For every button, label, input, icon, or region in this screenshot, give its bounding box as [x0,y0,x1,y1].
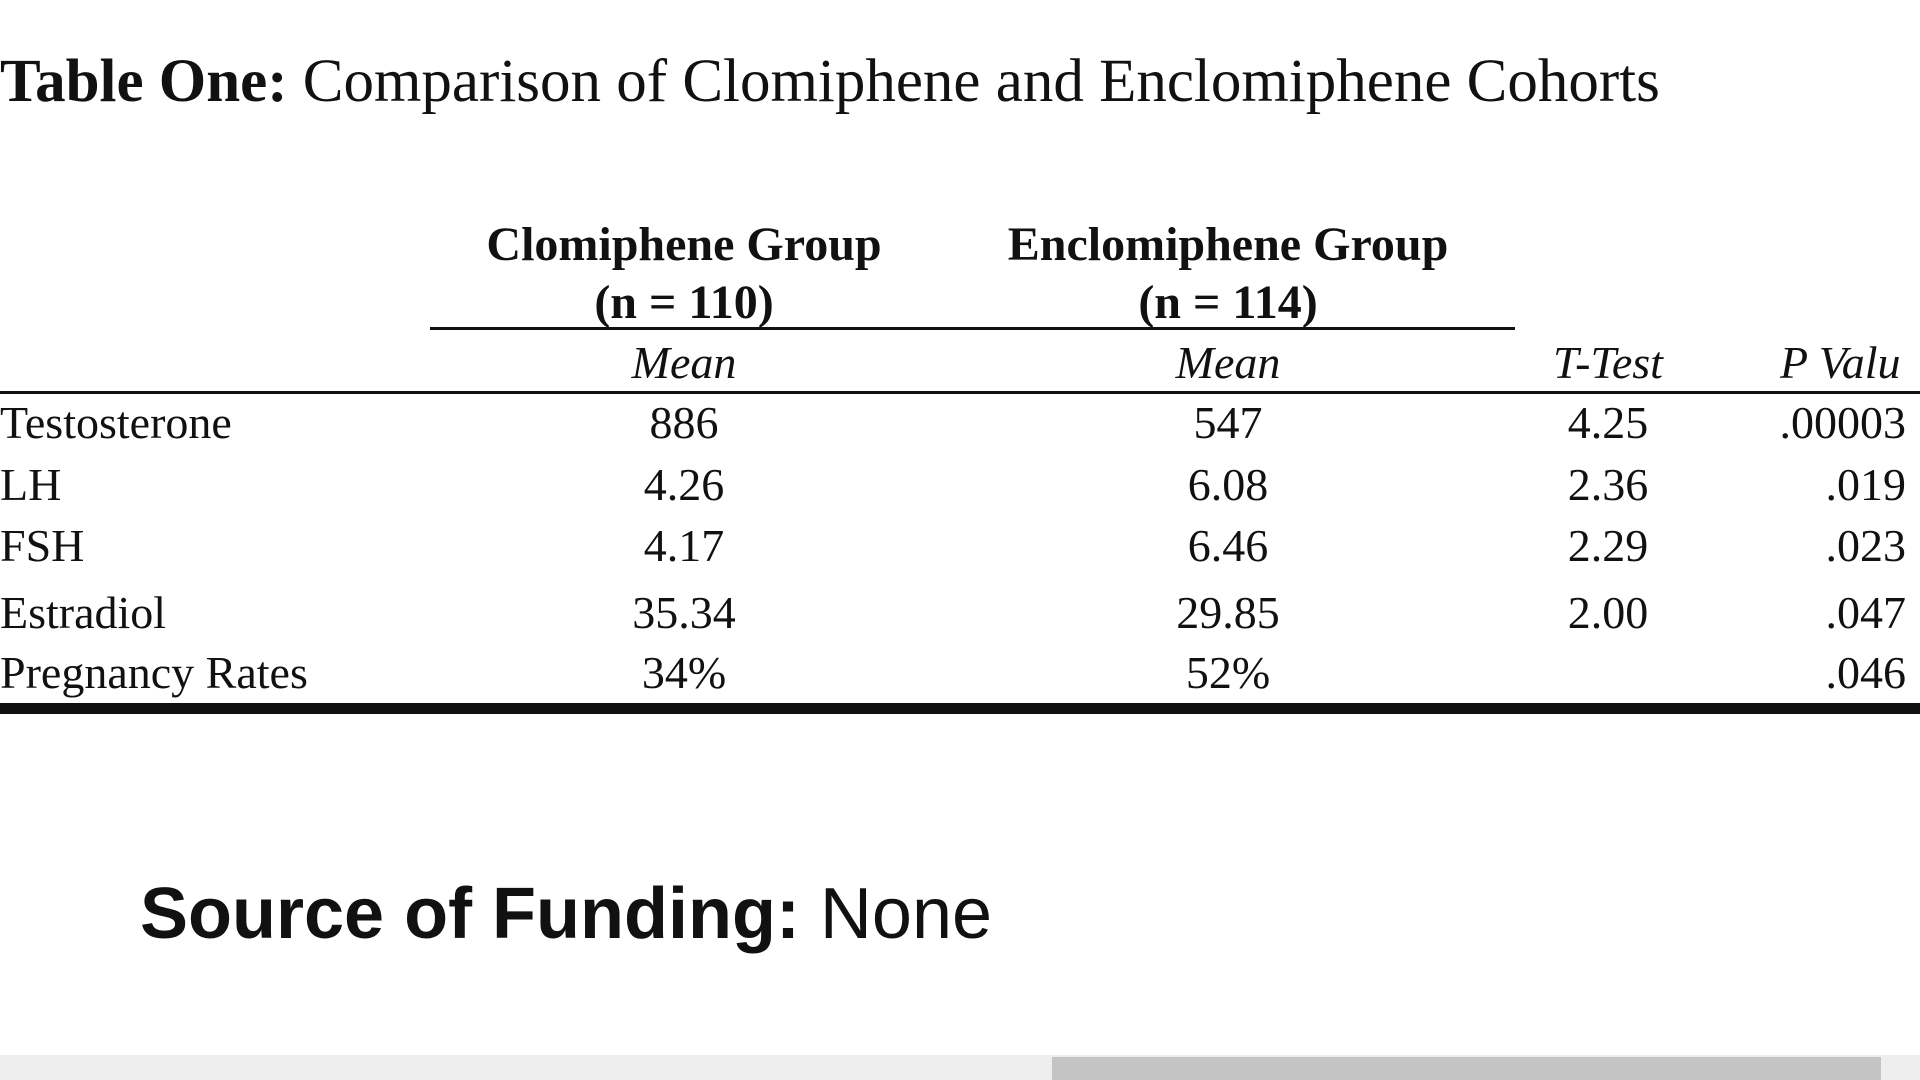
cell-ttest: 4.25 [1567,397,1649,448]
cell-ttest: 2.29 [1567,520,1649,571]
clomiphene-group-name: Clomiphene Group [486,218,882,271]
funding-statement: Source of Funding: None [140,872,992,956]
column-header-pvalue: P Valu [1780,337,1901,388]
cell-ttest: 2.00 [1567,587,1649,638]
cell-mean-clomiphene: 35.34 [632,587,736,638]
table-title-bold: Table One: [0,48,288,115]
funding-value: None [799,874,993,954]
cell-pvalue: .046 [1825,647,1907,698]
cell-pvalue: .047 [1825,587,1907,638]
clomiphene-group-n: (n = 110) [594,276,774,329]
cell-mean-clomiphene: 4.17 [643,520,725,571]
enclomiphene-group-header: Enclomiphene Group (n = 114) [948,216,1508,332]
table-title: Table One: Comparison of Clomiphene and … [0,46,1660,118]
column-header-mean-enclomiphene: Mean [1175,337,1281,388]
cell-mean-enclomiphene: 6.08 [1187,459,1269,510]
cell-pvalue: .00003 [1779,397,1907,448]
horizontal-scrollbar-thumb[interactable] [1052,1057,1881,1080]
cell-pvalue: .023 [1825,520,1907,571]
table-title-text: Comparison of Clomiphene and Enclomiphen… [287,48,1660,115]
cell-mean-clomiphene: 886 [649,397,719,448]
enclomiphene-group-n: (n = 114) [1138,276,1318,329]
cell-mean-enclomiphene: 29.85 [1176,587,1280,638]
enclomiphene-group-name: Enclomiphene Group [1007,218,1449,271]
table-bottom-rule [0,703,1920,714]
clomiphene-group-header: Clomiphene Group (n = 110) [404,216,964,332]
row-label: LH [0,459,62,510]
cell-mean-clomiphene: 34% [641,647,727,698]
row-label: FSH [0,520,85,571]
row-label: Estradiol [0,587,167,638]
funding-label: Source of Funding: [140,874,800,954]
cell-mean-enclomiphene: 6.46 [1187,520,1269,571]
row-label: Testosterone [0,397,232,448]
cell-ttest: 2.36 [1567,459,1649,510]
cell-mean-clomiphene: 4.26 [643,459,725,510]
cell-mean-enclomiphene: 547 [1193,397,1263,448]
cell-mean-enclomiphene: 52% [1185,647,1271,698]
column-header-ttest: T-Test [1553,337,1663,388]
column-header-mean-clomiphene: Mean [631,337,737,388]
group-header-underline [430,327,1515,330]
header-rule [0,391,1920,394]
cell-pvalue: .019 [1825,459,1907,510]
row-label: Pregnancy Rates [0,647,308,698]
